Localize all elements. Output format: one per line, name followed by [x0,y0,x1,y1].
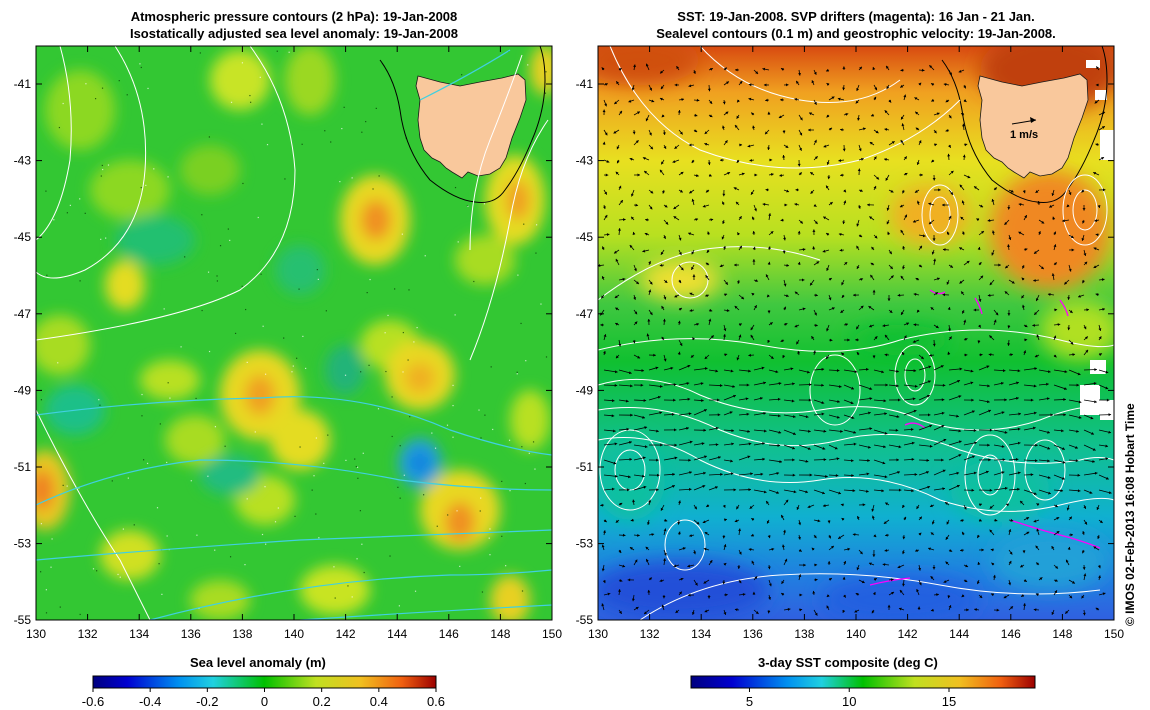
x-tick-label: 134 [129,627,149,641]
pressure-contours [36,46,549,620]
left-panel-title: Atmospheric pressure contours (2 hPa): 1… [36,8,552,42]
right-title-line2: Sealevel contours (0.1 m) and geostrophi… [656,26,1056,41]
x-tick-label: 132 [640,627,660,641]
sst-map: 1 m/s -41 -43 -45 -47 -49 -51 -53 -55 130 132 134… [576,45,1124,641]
y-tick-label: -45 [14,230,32,244]
x-tick-label: 130 [588,627,608,641]
colorbar-tick-label: 5 [746,694,753,708]
y-tick-label: -43 [576,154,594,168]
y-tick-label: -49 [576,383,594,397]
left-x-axis: 130 132 134 136 138 140 142 144 146 148 150 [26,46,562,641]
velocity-scale: 1 m/s [1010,117,1038,141]
left-title-line1: Atmospheric pressure contours (2 hPa): 1… [130,9,458,24]
x-tick-label: 138 [794,627,814,641]
geostrophic-velocity-arrows [598,63,1112,616]
x-tick-label: 134 [691,627,711,641]
scale-label: 1 m/s [1010,129,1038,141]
shelf-contour [379,46,546,203]
sealevel-contours [598,46,1114,620]
x-tick-label: 142 [898,627,918,641]
x-tick-label: 144 [387,627,407,641]
x-tick-label: 138 [232,627,252,641]
x-tick-label: 130 [26,627,46,641]
x-tick-label: 150 [1104,627,1124,641]
y-tick-label: -51 [14,460,32,474]
colorbar-tick-label: 0 [261,694,268,708]
x-tick-label: 146 [439,627,459,641]
y-tick-label: -55 [14,613,32,627]
y-tick-label: -43 [14,154,32,168]
colorbar-tick-label: 10 [842,694,856,708]
y-tick-label: -55 [576,613,594,627]
left-y-axis: -41 -43 -45 -47 -49 -51 -53 -55 [14,77,552,627]
right-title-line1: SST: 19-Jan-2008. SVP drifters (magenta)… [677,9,1035,24]
colorbar-tick-label: -0.4 [139,694,161,708]
y-tick-label: -41 [14,77,32,91]
x-tick-label: 146 [1001,627,1021,641]
y-tick-label: -53 [14,537,32,551]
right-y-axis: -41 -43 -45 -47 -49 -51 -53 -55 [576,77,1114,627]
left-colorbar-title: Sea level anomaly (m) [190,655,326,670]
right-x-axis: 130 132 134 136 138 140 142 144 146 148 150 [588,46,1124,641]
colorbar-tick-label: 15 [942,694,956,708]
x-tick-label: 132 [78,627,98,641]
y-tick-label: -51 [576,460,594,474]
colorbar-tick-label: -0.2 [196,694,218,708]
svp-drifter-tracks [869,289,1101,586]
imos-credit: © IMOS 02-Feb-2013 16:08 Hobart Time [1123,403,1137,626]
y-tick-label: -47 [14,307,32,321]
tasmania-landmass-right [977,73,1089,179]
right-colorbar: 5 10 15 [690,675,1036,708]
right-panel-title: SST: 19-Jan-2008. SVP drifters (magenta)… [598,8,1114,42]
x-tick-label: 140 [846,627,866,641]
x-tick-label: 148 [490,627,510,641]
colorbar-tick-label: 0.4 [370,694,388,708]
x-tick-label: 148 [1052,627,1072,641]
y-tick-label: -53 [576,537,594,551]
x-tick-label: 136 [181,627,201,641]
colorbar-tick-label: 0.2 [313,694,331,708]
x-tick-label: 150 [542,627,562,641]
isobar-lines [36,49,552,620]
x-tick-label: 140 [284,627,304,641]
left-colorbar: -0.6 -0.4 -0.2 0 0.2 0.4 0.6 [82,675,445,708]
x-tick-label: 144 [949,627,969,641]
x-tick-label: 136 [743,627,763,641]
shelf-contour-right [941,46,1108,203]
left-title-line2: Isostatically adjusted sea level anomaly… [129,26,459,41]
y-tick-label: -41 [576,77,594,91]
right-colorbar-title: 3-day SST composite (deg C) [758,655,938,670]
colorbar-tick-label: 0.6 [427,694,445,708]
colorbar-tick-label: -0.6 [82,694,104,708]
y-tick-label: -49 [14,383,32,397]
y-tick-label: -45 [576,230,594,244]
x-tick-label: 142 [336,627,356,641]
tasmania-landmass [415,73,527,179]
y-tick-label: -47 [576,307,594,321]
sea-level-anomaly-map: -41 -43 -45 -47 -49 -51 -53 -55 130 132 134 136 138… [14,45,562,641]
